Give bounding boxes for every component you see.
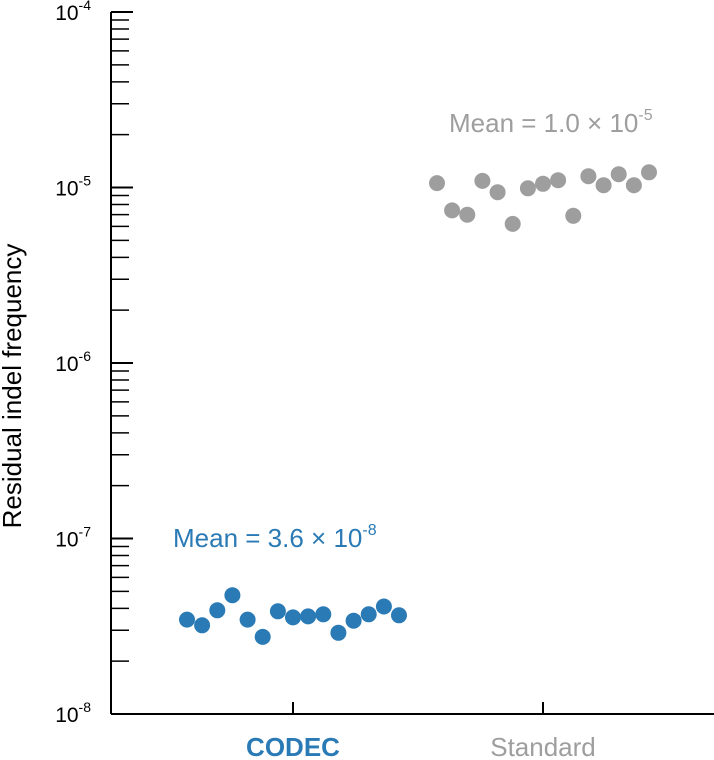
data-point: [375, 598, 392, 615]
data-point: [224, 587, 241, 604]
data-point: [519, 180, 536, 197]
data-point: [360, 606, 377, 623]
data-point: [179, 611, 195, 628]
data-point: [315, 606, 332, 623]
mean-annotation: Mean = 3.6 × 10-8: [173, 522, 377, 553]
y-tick-label: 10-5: [55, 173, 91, 201]
y-tick-label: 10-7: [55, 524, 91, 552]
data-point: [550, 172, 567, 189]
data-point: [489, 184, 506, 201]
data-point: [610, 166, 627, 183]
data-point: [391, 607, 407, 624]
data-point: [330, 624, 347, 641]
data-point: [625, 177, 642, 194]
mean-annotations: Mean = 3.6 × 10-8 Mean = 1.0 × 10-5: [173, 107, 653, 553]
data-point: [239, 611, 256, 628]
x-category-label: CODEC: [246, 732, 340, 760]
data-point: [504, 215, 521, 232]
data-point: [595, 177, 612, 194]
data-points: [179, 164, 657, 645]
x-categories: CODEC Standard: [246, 702, 596, 760]
data-point: [565, 207, 582, 224]
data-point: [580, 168, 597, 185]
data-point: [459, 206, 476, 223]
y-tick-label: 10-8: [55, 699, 91, 727]
y-tick-label: 10-4: [55, 0, 91, 25]
data-point: [285, 609, 301, 626]
data-point: [254, 628, 271, 645]
data-point: [300, 608, 317, 625]
mean-annotation: Mean = 1.0 × 10-5: [449, 107, 653, 138]
x-category-label: Standard: [490, 732, 596, 760]
data-point: [194, 617, 211, 634]
y-tick-label: 10-6: [55, 348, 91, 376]
data-point: [444, 202, 461, 219]
data-point: [269, 603, 286, 620]
data-point: [474, 172, 491, 189]
data-point: [345, 612, 362, 629]
y-axis-label: Residual indel frequency: [0, 244, 27, 529]
data-point: [429, 175, 445, 192]
y-ticks: 10-8 10-7 10-6 10-5 10-4: [55, 0, 133, 727]
data-point: [641, 164, 657, 181]
data-point: [535, 175, 551, 192]
data-point: [209, 602, 226, 619]
